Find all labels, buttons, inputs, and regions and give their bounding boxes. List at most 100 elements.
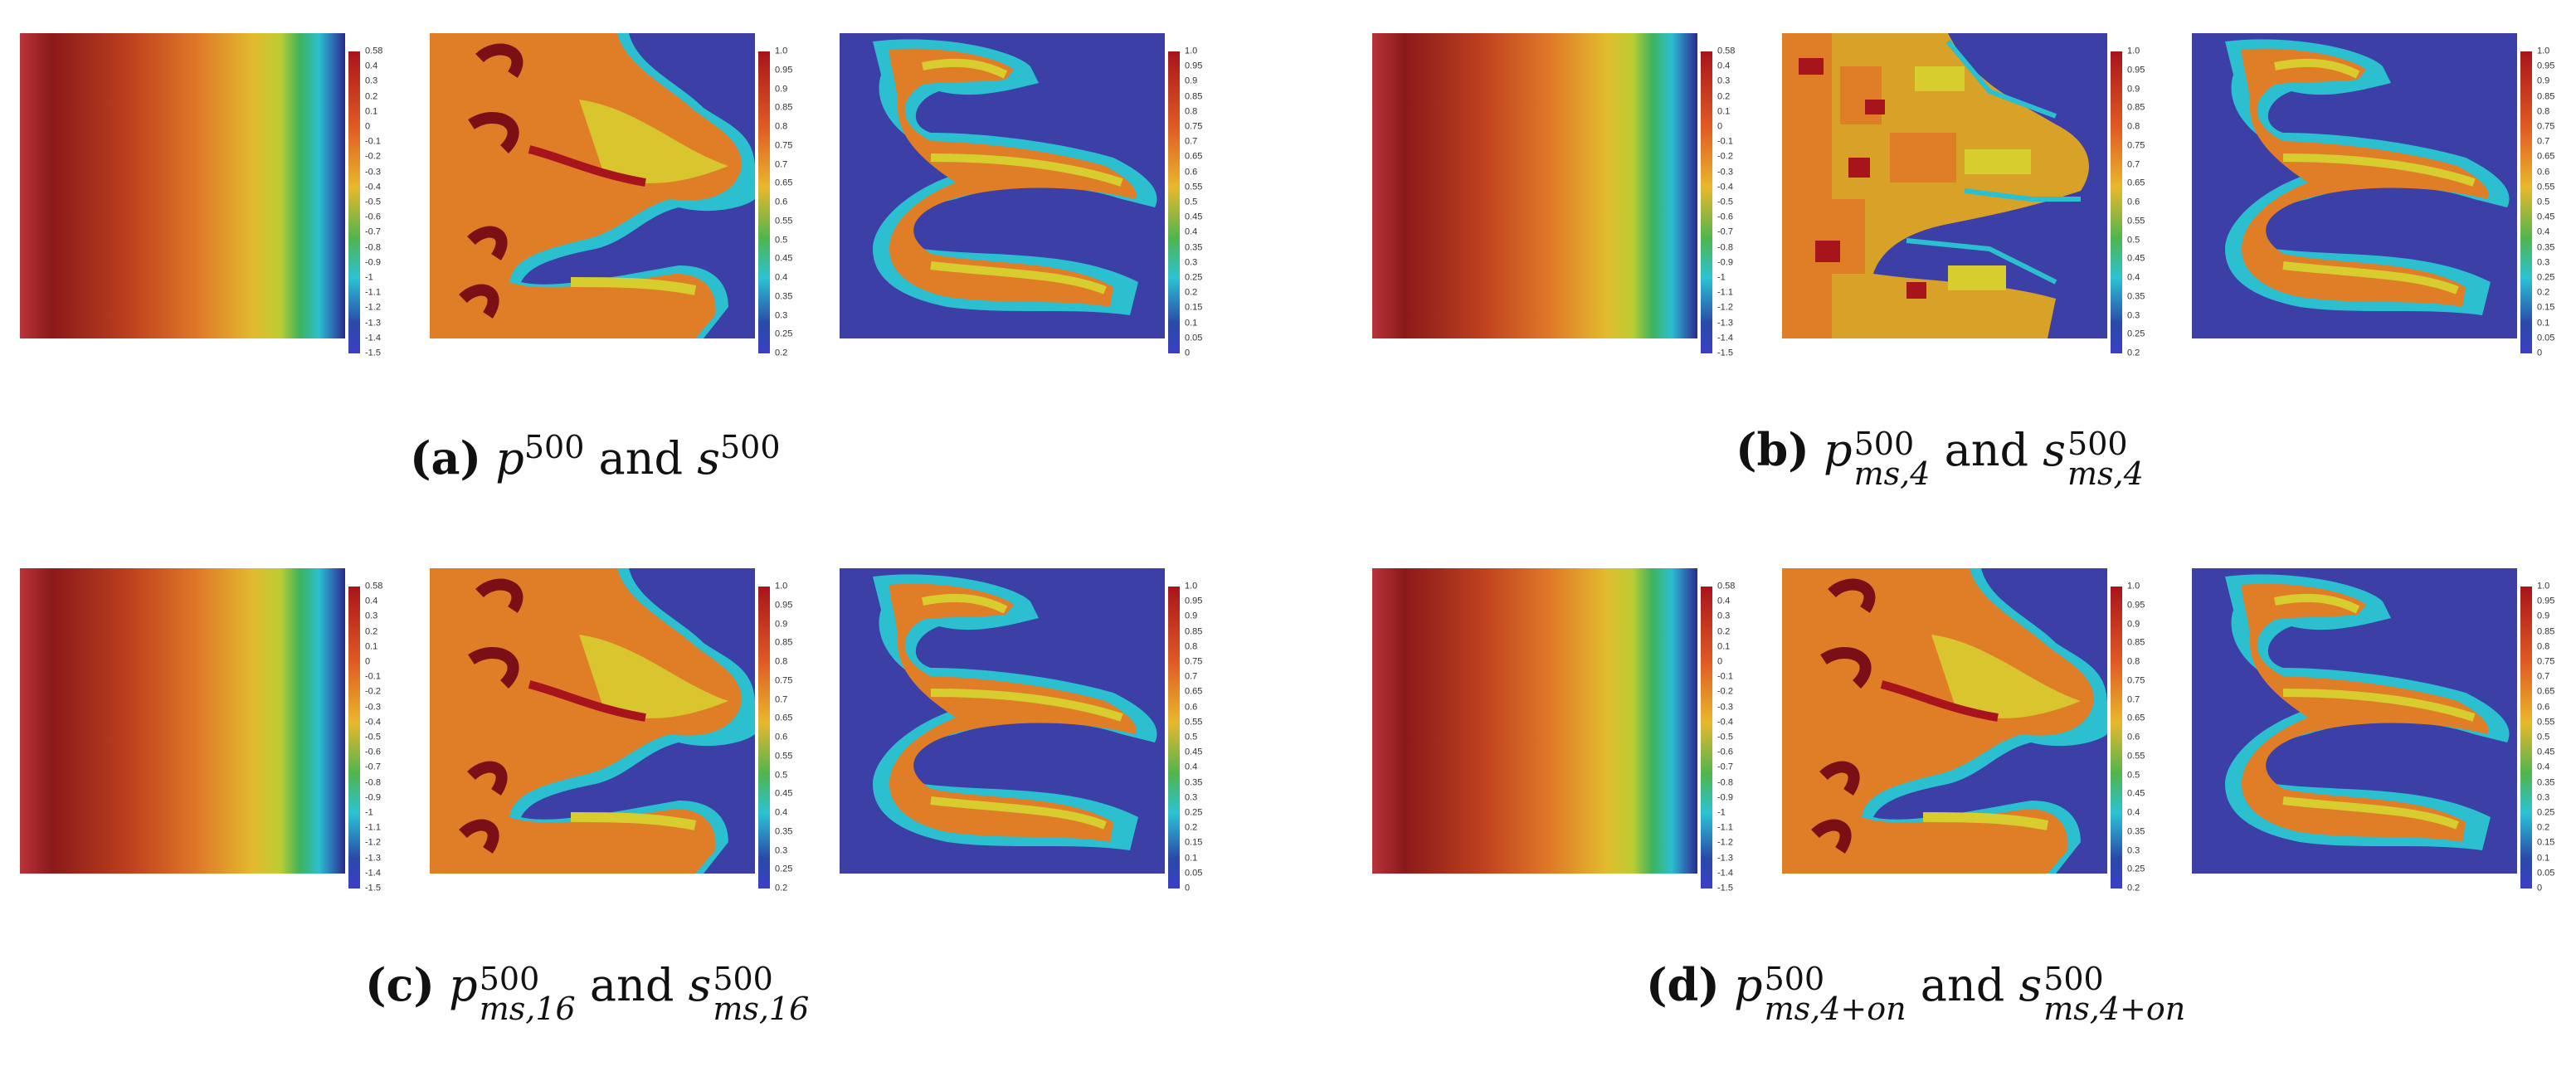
colorbar-tick-label: 0.3 — [1717, 611, 1731, 621]
colorbar-tick-label: -1 — [1717, 807, 1726, 818]
colorbar-tick-label: 0.7 — [775, 694, 788, 704]
colorbar-tick-label: 0.7 — [1185, 671, 1198, 682]
caption-d: (d) p 500 ms,4+on and s 500 ms,4+on — [1646, 958, 2186, 1027]
saturation-colorbar — [2111, 587, 2122, 888]
saturation-front-image — [2192, 33, 2517, 338]
colorbar-tick-label: -1.3 — [365, 853, 381, 864]
colorbar-tick-label: 0.55 — [1185, 717, 1203, 728]
colorbar-tick-label: 0.45 — [1185, 747, 1203, 757]
colorbar-tick-label: 0.3 — [2537, 792, 2550, 803]
colorbar-tick-label: 0 — [2537, 348, 2543, 358]
colorbar-tick-label: 0.55 — [775, 216, 793, 226]
colorbar-tick-label: -1.5 — [365, 883, 381, 893]
colorbar-tick-label: 0.45 — [2127, 788, 2145, 799]
colorbar-tick-label: 0.15 — [2537, 837, 2555, 848]
colorbar-tick-label: -0.7 — [1717, 762, 1733, 772]
colorbar-tick-label: 0.8 — [2537, 641, 2550, 652]
colorbar-tick-label: -1.5 — [365, 348, 381, 358]
colorbar-tick-label: 0.4 — [1185, 226, 1198, 237]
colorbar-tick-label: 0.3 — [2127, 310, 2140, 320]
pressure-field-image — [1372, 33, 1697, 338]
colorbar-tick-label: -0.4 — [365, 717, 381, 728]
colorbar-tick-label: 0.3 — [1717, 75, 1731, 86]
colorbar-tick-label: 0.6 — [1185, 702, 1198, 713]
pressure-colorbar — [1701, 587, 1712, 888]
saturation-colorbar — [2111, 51, 2122, 353]
colorbar-tick-label: 0.35 — [1185, 777, 1203, 788]
saturation-field-image — [430, 568, 755, 874]
colorbar-tick-label: -1.1 — [1717, 822, 1733, 833]
colorbar-tick-label: 0.7 — [2127, 159, 2140, 169]
pressure-colorbar — [348, 587, 360, 888]
colorbar-tick-label: -1.1 — [1717, 287, 1733, 298]
colorbar-tick-label: -0.7 — [365, 226, 381, 237]
saturation-field-image — [1782, 33, 2107, 338]
colorbar-tick-label: 0.8 — [2127, 121, 2140, 132]
colorbar-tick-label: 0 — [1717, 656, 1723, 667]
colorbar-tick-label: 0 — [1717, 121, 1723, 132]
colorbar-tick-label: -0.5 — [1717, 197, 1733, 207]
colorbar-tick-label: 0.95 — [775, 600, 793, 611]
colorbar-tick-label: -0.2 — [365, 151, 381, 162]
colorbar-tick-label: 0.3 — [365, 611, 378, 621]
colorbar-tick-label: 0.65 — [1185, 686, 1203, 697]
colorbar-tick-label: 0.75 — [775, 140, 793, 151]
colorbar-tick-label: 0.25 — [2537, 272, 2555, 283]
colorbar-tick-label: 0.5 — [775, 235, 788, 245]
colorbar-tick-label: 0.2 — [365, 91, 378, 102]
colorbar-tick-label: 0.6 — [775, 732, 788, 742]
colorbar-tick-label: -0.5 — [365, 197, 381, 207]
colorbar-tick-label: 0.65 — [775, 178, 793, 188]
colorbar-tick-label: 0.3 — [775, 310, 788, 320]
colorbar-tick-label: 0.45 — [2537, 212, 2555, 222]
colorbar-tick-label: 0.45 — [2537, 747, 2555, 757]
colorbar-tick-label: 0.75 — [2127, 675, 2145, 686]
colorbar-tick-label: -1.5 — [1717, 883, 1733, 893]
colorbar-tick-label: 0.45 — [2127, 253, 2145, 264]
colorbar-tick-label: 0.25 — [1185, 272, 1203, 283]
colorbar-tick-label: 0.2 — [775, 883, 788, 893]
pressure-field-image — [20, 568, 345, 874]
colorbar-tick-label: 0.4 — [775, 272, 788, 283]
colorbar-tick-label: 0.85 — [775, 637, 793, 648]
colorbar-tick-label: 0.05 — [2537, 868, 2555, 879]
colorbar-tick-label: 0.05 — [1185, 333, 1203, 343]
colorbar-tick-label: 1.0 — [775, 581, 788, 591]
colorbar-tick-label: 0.95 — [2127, 65, 2145, 75]
colorbar-tick-label: 0.35 — [775, 291, 793, 302]
colorbar-tick-label: -1 — [365, 807, 373, 818]
colorbar-tick-label: -0.6 — [365, 212, 381, 222]
saturation-front-image — [840, 568, 1165, 874]
colorbar-tick-label: -0.6 — [365, 747, 381, 757]
colorbar-tick-label: -0.1 — [365, 671, 381, 682]
colorbar-tick-label: 0.85 — [2537, 91, 2555, 102]
front-colorbar — [2520, 51, 2532, 353]
saturation-colorbar — [758, 51, 770, 353]
colorbar-tick-label: 0.6 — [2537, 702, 2550, 713]
colorbar-tick-label: 0.85 — [775, 102, 793, 113]
colorbar-tick-label: 0.7 — [2537, 136, 2550, 147]
colorbar-tick-label: 1.0 — [775, 46, 788, 56]
colorbar-tick-label: 1.0 — [2537, 581, 2550, 591]
colorbar-tick-label: 0.4 — [2537, 226, 2550, 237]
front-colorbar-ticks: 1.0 0.95 0.9 0.85 0.8 0.75 0.7 0.65 0.6 0.55 0.5 0.… — [2537, 46, 2576, 358]
colorbar-tick-label: 0.5 — [2127, 770, 2140, 780]
front-colorbar-ticks: 1.0 0.95 0.9 0.85 0.8 0.75 0.7 0.65 0.6 0.55 0.5 0.… — [1185, 582, 1239, 893]
front-colorbar-ticks: 1.0 0.95 0.9 0.85 0.8 0.75 0.7 0.65 0.6 0.55 0.5 0.… — [1185, 46, 1239, 358]
colorbar-tick-label: -0.4 — [1717, 717, 1733, 728]
colorbar-tick-label: 0.4 — [2127, 807, 2140, 818]
colorbar-tick-label: -1.3 — [365, 318, 381, 329]
colorbar-tick-label: 0.35 — [2127, 291, 2145, 302]
colorbar-tick-label: 0.8 — [1185, 106, 1198, 117]
colorbar-tick-label: 0 — [1185, 348, 1191, 358]
colorbar-tick-label: 0.9 — [775, 84, 788, 94]
caption-b: (b) p 500 ms,4 and s 500 ms,4 — [1736, 423, 2144, 492]
colorbar-tick-label: 1.0 — [2127, 46, 2140, 56]
colorbar-tick-label: 0.3 — [2127, 845, 2140, 855]
colorbar-tick-label: 0.4 — [1717, 596, 1731, 606]
colorbar-tick-label: 0.15 — [2537, 302, 2555, 313]
pressure-colorbar-ticks: 0.58 0.4 0.3 0.2 0.1 0 -0.1 -0.2 -0.3 -0.4 -0.5 -0.… — [365, 46, 420, 358]
colorbar-tick-label: 0.4 — [2127, 272, 2140, 283]
colorbar-tick-label: -0.9 — [365, 257, 381, 268]
colorbar-tick-label: 0.55 — [775, 751, 793, 762]
